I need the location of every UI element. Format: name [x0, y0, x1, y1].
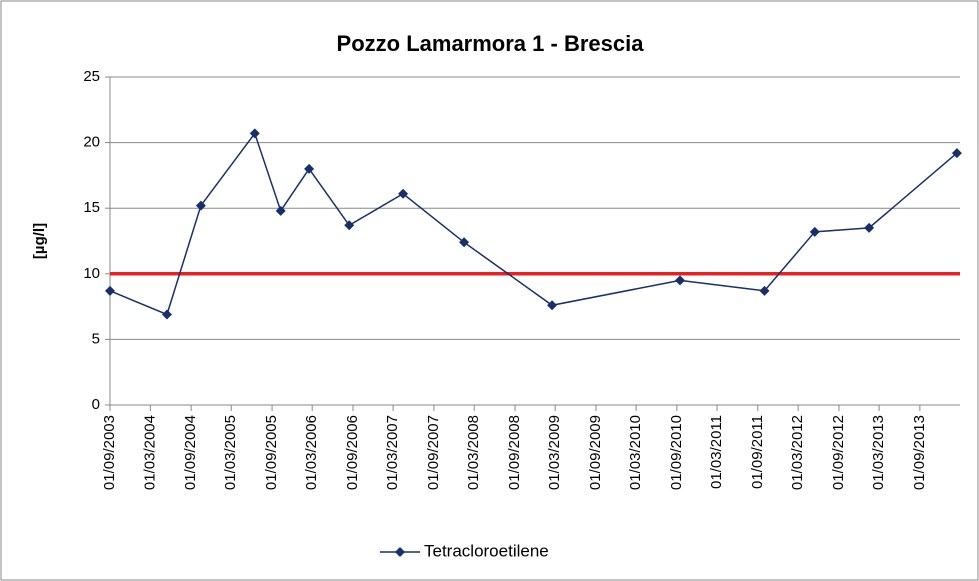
- data-point: [249, 128, 260, 139]
- x-tick-label: 01/03/2005: [222, 415, 239, 490]
- x-tick-label: 01/09/2013: [911, 415, 928, 490]
- data-point: [398, 188, 409, 199]
- data-point: [459, 237, 470, 248]
- x-tick-label: 01/03/2007: [384, 415, 401, 490]
- chart-title: Pozzo Lamarmora 1 - Brescia: [337, 31, 645, 56]
- x-tick-label: 01/03/2004: [141, 415, 158, 490]
- y-tick-label: 20: [83, 134, 100, 151]
- x-tick-label: 01/03/2010: [627, 415, 644, 490]
- y-tick-label: 10: [83, 265, 100, 282]
- y-tick-label: 0: [92, 396, 100, 413]
- data-point: [674, 275, 685, 286]
- data-point: [864, 222, 875, 233]
- x-tick-label: 01/09/2011: [749, 415, 766, 489]
- x-tick-label: 01/03/2006: [303, 415, 320, 490]
- x-tick-label: 01/09/2010: [668, 415, 685, 490]
- data-point: [951, 148, 962, 159]
- data-point: [195, 200, 206, 211]
- data-point: [547, 300, 558, 311]
- x-tick-label: 01/09/2004: [182, 415, 199, 490]
- y-tick-label: 15: [83, 199, 100, 216]
- data-point: [809, 226, 820, 237]
- data-point: [344, 220, 355, 231]
- y-tick-label: 25: [83, 68, 100, 85]
- data-point: [304, 163, 315, 174]
- legend-label: Tetracloroetilene: [424, 541, 549, 560]
- data-point: [161, 309, 172, 320]
- data-point: [105, 285, 115, 296]
- x-tick-label: 01/03/2013: [870, 415, 887, 490]
- y-tick-label: 5: [92, 330, 100, 347]
- x-tick-label: 01/09/2003: [101, 415, 118, 490]
- x-tick-label: 01/09/2009: [587, 415, 604, 490]
- x-tick-label: 01/09/2006: [344, 415, 361, 490]
- x-tick-label: 01/09/2007: [425, 415, 442, 490]
- x-tick-label: 01/03/2008: [465, 415, 482, 490]
- x-tick-label: 01/09/2008: [506, 415, 523, 490]
- legend-marker: [395, 547, 405, 557]
- x-tick-label: 01/09/2005: [263, 415, 280, 490]
- x-tick-label: 01/03/2009: [546, 415, 563, 490]
- x-tick-label: 01/09/2012: [830, 415, 847, 490]
- x-tick-label: 01/03/2012: [789, 415, 806, 490]
- data-point: [759, 285, 770, 296]
- data-point: [275, 205, 286, 216]
- x-tick-label: 01/03/2011: [708, 415, 725, 489]
- y-axis-label: [µg/l]: [31, 223, 48, 259]
